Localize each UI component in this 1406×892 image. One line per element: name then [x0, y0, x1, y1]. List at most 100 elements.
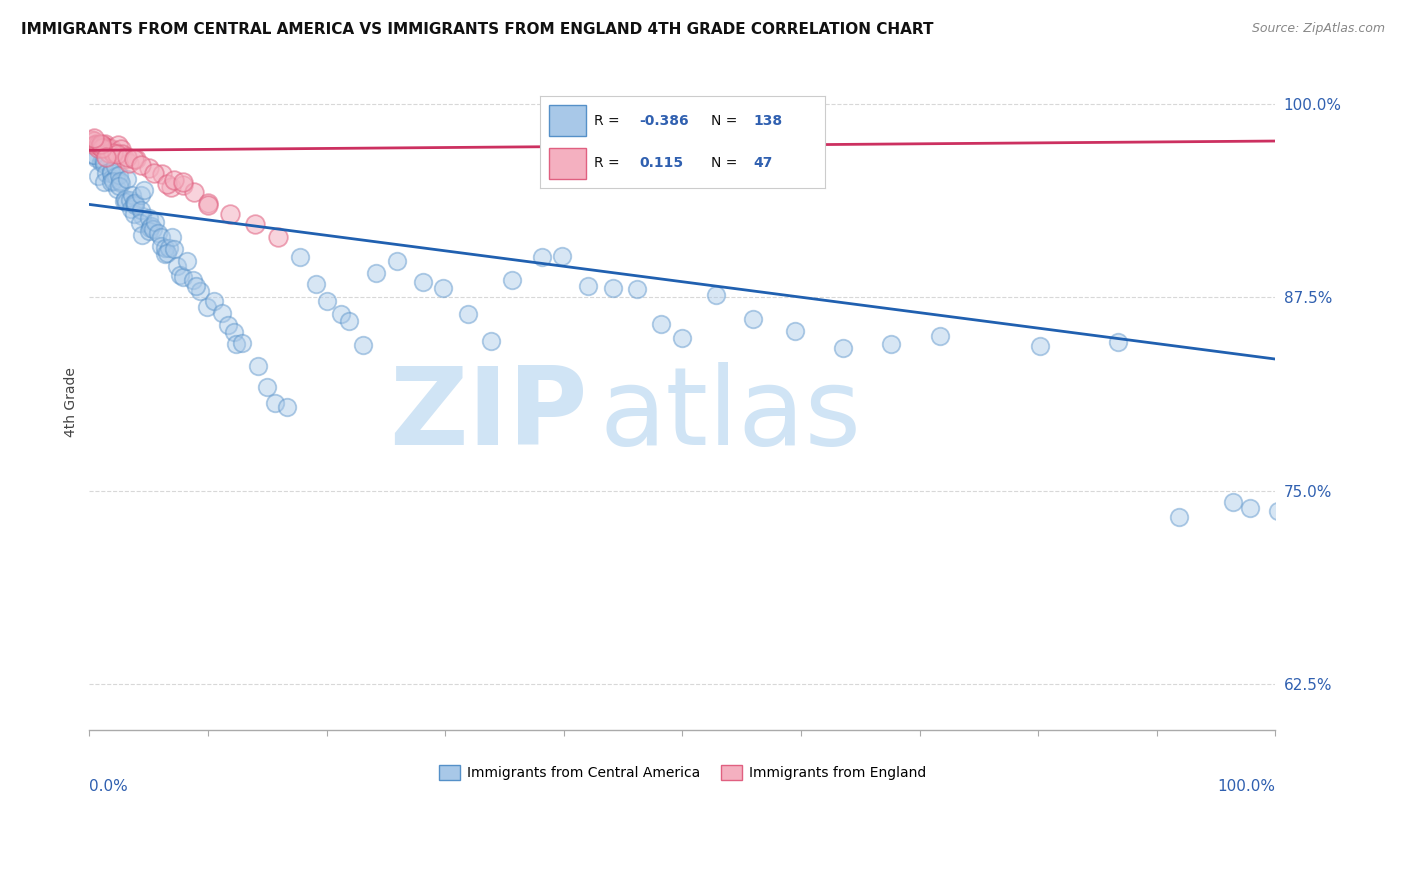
Point	[263, 396, 285, 410]
Point	[162, 243, 184, 257]
Point	[100, 175, 122, 189]
Point	[115, 150, 138, 164]
Point	[224, 325, 246, 339]
Point	[457, 307, 479, 321]
Point	[337, 314, 360, 328]
Point	[105, 146, 128, 161]
Point	[101, 142, 124, 156]
Point	[176, 253, 198, 268]
Point	[139, 219, 162, 234]
Point	[90, 155, 112, 169]
Point	[139, 220, 162, 235]
Point	[138, 224, 160, 238]
Point	[150, 229, 173, 244]
Point	[107, 169, 129, 183]
Legend: Immigrants from Central America, Immigrants from England: Immigrants from Central America, Immigra…	[433, 760, 931, 786]
Point	[93, 137, 115, 152]
Point	[114, 152, 136, 166]
Point	[131, 227, 153, 242]
Text: Source: ZipAtlas.com: Source: ZipAtlas.com	[1251, 22, 1385, 36]
Point	[551, 249, 574, 263]
Point	[276, 401, 298, 415]
Point	[91, 140, 114, 154]
Point	[103, 144, 125, 158]
Point	[83, 147, 105, 161]
Text: 100.0%: 100.0%	[1218, 780, 1275, 795]
Point	[108, 174, 131, 188]
Point	[197, 196, 219, 211]
Point	[131, 158, 153, 172]
Point	[105, 182, 128, 196]
Point	[83, 131, 105, 145]
Point	[783, 324, 806, 338]
Point	[160, 230, 183, 244]
Point	[172, 175, 194, 189]
Point	[90, 136, 112, 151]
Point	[120, 202, 142, 216]
Point	[94, 166, 117, 180]
Point	[366, 266, 388, 280]
Point	[100, 164, 122, 178]
Point	[93, 153, 115, 168]
Point	[120, 193, 142, 207]
Point	[108, 179, 131, 194]
Point	[671, 331, 693, 345]
Point	[83, 148, 105, 162]
Point	[124, 152, 146, 166]
Point	[479, 334, 502, 348]
Point	[184, 279, 207, 293]
Point	[86, 136, 108, 151]
Point	[169, 268, 191, 283]
Point	[100, 166, 122, 180]
Point	[93, 157, 115, 171]
Point	[110, 142, 132, 156]
Point	[231, 336, 253, 351]
Point	[93, 175, 115, 189]
Text: atlas: atlas	[599, 362, 862, 467]
Point	[110, 176, 132, 190]
Y-axis label: 4th Grade: 4th Grade	[65, 367, 79, 436]
Point	[305, 277, 328, 291]
Point	[112, 194, 135, 209]
Point	[129, 203, 152, 218]
Point	[385, 253, 408, 268]
Point	[288, 250, 311, 264]
Text: ZIP: ZIP	[389, 362, 588, 467]
Point	[204, 293, 226, 308]
Point	[188, 284, 211, 298]
Point	[329, 307, 352, 321]
Point	[138, 211, 160, 225]
Point	[89, 139, 111, 153]
Point	[124, 195, 146, 210]
Point	[352, 338, 374, 352]
Point	[432, 281, 454, 295]
Point	[94, 150, 117, 164]
Point	[501, 273, 523, 287]
Point	[1267, 504, 1289, 518]
Point	[267, 229, 290, 244]
Point	[183, 185, 205, 199]
Point	[143, 215, 166, 229]
Point	[121, 187, 143, 202]
Point	[87, 169, 110, 183]
Point	[602, 281, 624, 295]
Text: IMMIGRANTS FROM CENTRAL AMERICA VS IMMIGRANTS FROM ENGLAND 4TH GRADE CORRELATION: IMMIGRANTS FROM CENTRAL AMERICA VS IMMIG…	[21, 22, 934, 37]
Point	[94, 138, 117, 153]
Point	[1168, 510, 1191, 524]
Point	[143, 166, 166, 180]
Point	[195, 300, 218, 314]
Point	[134, 183, 156, 197]
Point	[86, 141, 108, 155]
Point	[115, 195, 138, 210]
Point	[211, 306, 233, 320]
Point	[97, 142, 120, 156]
Point	[626, 282, 648, 296]
Point	[107, 138, 129, 153]
Point	[742, 311, 765, 326]
Point	[83, 137, 105, 152]
Point	[155, 247, 177, 261]
Point	[166, 259, 188, 273]
Point	[197, 197, 219, 211]
Point	[138, 161, 160, 175]
Point	[96, 141, 118, 155]
